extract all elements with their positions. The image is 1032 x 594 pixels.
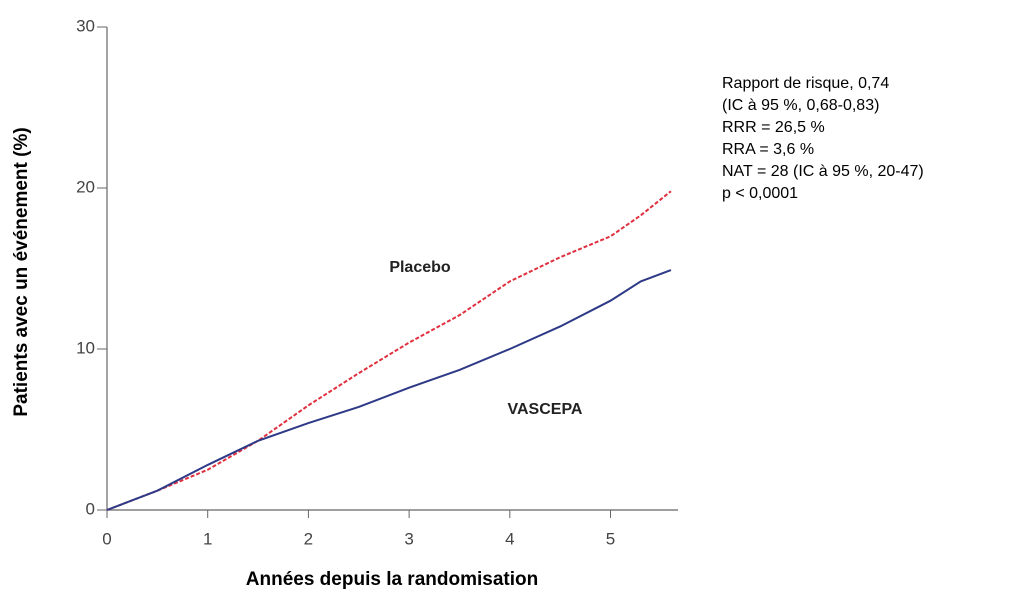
annotation: RRA = 3,6 % — [722, 141, 814, 158]
x-tick-label: 4 — [505, 529, 514, 548]
x-tick-label: 5 — [606, 529, 615, 548]
y-tick-label: 10 — [76, 338, 95, 357]
series-line — [106, 190, 672, 511]
annotation: Rapport de risque, 0,74 — [722, 75, 889, 92]
x-tick-label: 3 — [404, 529, 413, 548]
x-tick-label: 2 — [304, 529, 313, 548]
annotation: NAT = 28 (IC à 95 %, 20-47) — [722, 163, 924, 180]
y-axis-title: Patients avec un événement (%) — [11, 127, 32, 416]
series-label: Placebo — [389, 259, 451, 276]
annotation: p < 0,0001 — [722, 185, 798, 202]
annotation: RRR = 26,5 % — [722, 119, 825, 136]
y-tick-label: 30 — [76, 16, 95, 35]
y-tick-label: 0 — [86, 499, 95, 518]
series-line — [106, 269, 672, 511]
annotation: (IC à 95 %, 0,68-0,83) — [722, 97, 879, 114]
y-tick-label: 20 — [76, 177, 95, 196]
x-tick-label: 0 — [102, 529, 111, 548]
x-axis-title: Années depuis la randomisation — [246, 569, 538, 590]
series-label: VASCEPA — [508, 401, 583, 418]
x-tick-label: 1 — [203, 529, 212, 548]
